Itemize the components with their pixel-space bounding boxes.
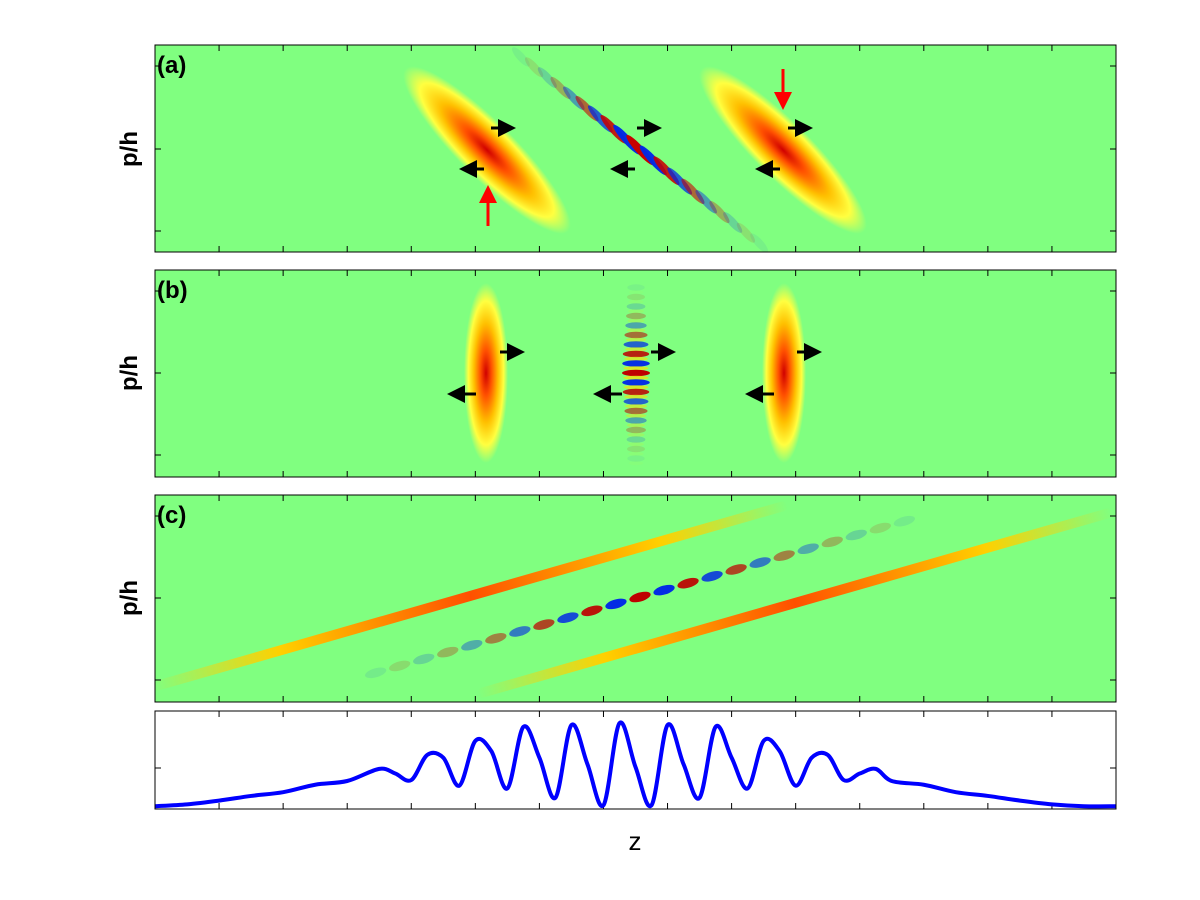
x-axis-label: z <box>629 826 642 856</box>
interference-fringe <box>750 233 769 252</box>
interference-fringe <box>627 445 645 453</box>
interference-fringe <box>821 536 843 548</box>
interference-fringe <box>749 557 771 568</box>
panel-d: z <box>154 710 1117 856</box>
interference-fringe <box>797 543 819 555</box>
interference-fringe-halo <box>628 299 644 304</box>
interference-fringe <box>627 455 645 462</box>
interference-fringe-halo <box>624 404 648 409</box>
interference-fringe-halo <box>628 451 644 456</box>
interference-fringe <box>736 222 756 243</box>
interference-fringe <box>626 312 646 320</box>
interference-fringe <box>653 584 675 596</box>
interference-fringe <box>537 67 557 89</box>
interference-fringe <box>893 515 915 527</box>
panel-a-blob-left <box>403 66 571 234</box>
interference-fringe <box>533 619 555 630</box>
interference-fringe <box>627 284 645 291</box>
panel-b-blob-left <box>464 283 508 463</box>
interference-fringe <box>389 660 411 672</box>
panel-a-blob-right <box>699 66 867 234</box>
panel-a-ylabel: p/h <box>116 131 143 167</box>
panel-c-interference <box>365 515 915 679</box>
interference-fringe-halo <box>626 328 646 333</box>
interference-fringe <box>681 178 705 205</box>
interference-fringe <box>627 293 645 301</box>
interference-fringe <box>624 407 648 415</box>
interference-fringe <box>845 529 867 541</box>
interference-fringe-halo <box>623 366 649 371</box>
panel-c-label: (c) <box>157 502 186 529</box>
interference-fringe <box>709 201 730 224</box>
interference-fringe-halo <box>625 413 647 418</box>
interference-fringe <box>509 626 531 637</box>
panel-b-interference <box>622 284 650 466</box>
panel-b: (b) p/h <box>116 269 1117 478</box>
interference-fringe <box>622 360 650 367</box>
interference-fringe-halo <box>628 290 644 295</box>
interference-fringe <box>413 653 435 665</box>
interference-fringe-halo <box>628 309 644 314</box>
interference-fringe <box>723 211 743 233</box>
interference-fringe <box>624 331 648 339</box>
interference-fringe <box>437 646 459 658</box>
panel-a-ticks <box>155 45 1116 252</box>
interference-fringe <box>622 388 650 396</box>
interference-fringe <box>365 667 387 679</box>
interference-fringe <box>701 571 723 582</box>
interference-fringe <box>622 350 650 358</box>
panel-c-stripe-lower <box>477 508 1113 698</box>
panel-d-frame <box>154 710 1117 810</box>
interference-fringe-halo <box>624 347 648 352</box>
interference-fringe-halo <box>623 385 649 390</box>
interference-fringe <box>605 598 627 610</box>
interference-fringe <box>626 426 646 434</box>
interference-fringe <box>869 522 891 534</box>
panel-c: (c) p/h <box>116 494 1117 703</box>
panel-c-stripe-upper <box>155 501 788 691</box>
interference-fringe-halo <box>624 394 648 399</box>
interference-fringe <box>550 76 571 99</box>
panel-a-interference <box>511 47 769 252</box>
interference-fringe <box>623 341 649 348</box>
panel-a: (a) p/h <box>116 44 1117 253</box>
interference-fringe-halo <box>627 432 645 437</box>
interference-fringe <box>773 550 795 561</box>
interference-fringe-halo <box>627 318 645 323</box>
interference-fringe <box>626 303 646 310</box>
panel-a-label: (a) <box>157 52 186 79</box>
interference-fringe <box>695 189 717 214</box>
interference-fringe-halo <box>625 337 647 342</box>
panel-c-ylabel: p/h <box>116 580 143 616</box>
interference-fringe <box>485 633 507 644</box>
interference-fringe <box>622 369 650 377</box>
interference-fringe <box>725 564 747 575</box>
interference-fringe <box>626 436 646 443</box>
interference-fringe-halo <box>623 375 649 380</box>
interference-fringe <box>677 577 699 589</box>
interference-fringe <box>511 47 530 67</box>
interference-fringe <box>461 639 483 651</box>
interference-fringe <box>622 379 650 386</box>
interference-fringe <box>625 322 647 329</box>
panel-b-ylabel: p/h <box>116 355 143 391</box>
interference-fringe <box>557 612 579 623</box>
panel-b-label: (b) <box>157 277 188 304</box>
interference-fringe-halo <box>624 356 648 361</box>
interference-fringe <box>581 605 603 617</box>
interference-fringe-halo <box>628 461 644 466</box>
panel-b-ticks <box>155 270 1116 477</box>
panel-c-ticks <box>155 495 1116 702</box>
interference-fringe <box>629 591 651 603</box>
interference-fringe-halo <box>628 442 644 447</box>
interference-fringe <box>524 57 544 78</box>
interference-fringe <box>625 417 647 424</box>
panel-b-blob-right <box>762 283 806 463</box>
interference-fringe <box>623 398 649 405</box>
panel-d-line-series <box>154 720 1117 809</box>
interference-fringe-halo <box>626 423 646 428</box>
